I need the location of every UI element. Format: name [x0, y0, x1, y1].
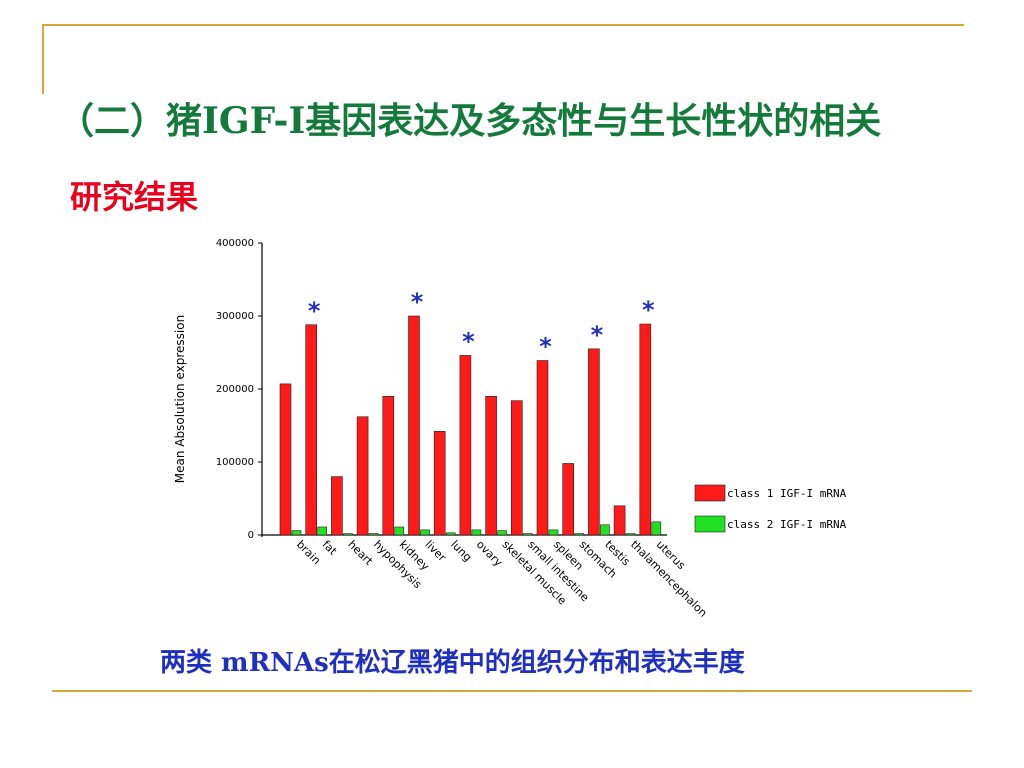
figure-caption: 两类 mRNAs在松辽黑猪中的组织分布和表达丰度	[160, 648, 745, 678]
bar-class2	[394, 526, 405, 536]
bar-class2	[548, 529, 559, 536]
significance-marker: *	[462, 327, 475, 355]
slide-title: （二）猪IGF-I基因表达及多态性与生长性状的相关	[58, 100, 882, 142]
bar-class2	[497, 530, 507, 536]
slide-subtitle: 研究结果	[70, 178, 199, 216]
significance-marker: *	[539, 333, 552, 361]
bar-class1	[331, 476, 343, 536]
bar-class2	[420, 529, 430, 536]
bar-class1	[356, 416, 369, 536]
bar-class1	[639, 323, 652, 536]
legend-swatch	[694, 484, 726, 502]
y-tick-label: 400000	[216, 238, 254, 249]
bar-class2	[600, 524, 610, 536]
bar-class1	[613, 505, 626, 536]
significance-marker: *	[411, 288, 424, 316]
significance-marker: *	[308, 297, 321, 325]
bar-class1	[536, 360, 549, 536]
bar-class1	[459, 355, 472, 536]
bar-class2	[522, 533, 533, 536]
bar-class1	[408, 315, 420, 536]
y-tick-label: 200000	[216, 384, 254, 395]
bar-class2	[651, 521, 662, 536]
bar-class2	[445, 532, 456, 536]
bar-class2	[574, 533, 585, 536]
bar-class2	[343, 533, 353, 536]
bar-class1	[433, 431, 446, 536]
top-divider-line	[42, 24, 964, 26]
bar-class1	[485, 396, 497, 536]
bar-class2	[471, 529, 482, 536]
x-category-label: lung	[448, 538, 474, 564]
y-tick-label: 0	[248, 530, 254, 541]
y-axis-title: Mean Absolution expression	[173, 315, 187, 483]
bar-class2	[291, 530, 302, 536]
significance-marker: *	[591, 321, 604, 349]
x-category-label: fat	[320, 538, 340, 558]
bar-chart: 0 100000 200000 300000 400000 Mean Absolution…	[173, 238, 847, 620]
legend-label: class 2 IGF-I mRNA	[727, 518, 847, 531]
bar-class1	[562, 463, 575, 536]
bar-class1	[588, 348, 600, 536]
bar-class1	[305, 324, 317, 536]
legend-swatch	[694, 515, 726, 533]
bottom-divider-line	[52, 690, 972, 692]
y-tick-label: 300000	[216, 311, 254, 322]
x-category-label: brain	[294, 538, 323, 567]
x-category-label: heart	[345, 538, 375, 568]
bar-class1	[382, 396, 395, 536]
x-category-label: ovary	[474, 538, 505, 569]
left-accent-line	[42, 24, 44, 94]
bar-class2	[368, 533, 379, 536]
legend-label: class 1 IGF-I mRNA	[727, 487, 847, 500]
significance-marker: *	[642, 296, 655, 324]
bar-class1	[279, 383, 292, 536]
bar-class2	[625, 533, 636, 536]
bar-class1	[510, 400, 523, 536]
bar-class2	[317, 526, 327, 536]
y-tick-label: 100000	[216, 457, 254, 468]
